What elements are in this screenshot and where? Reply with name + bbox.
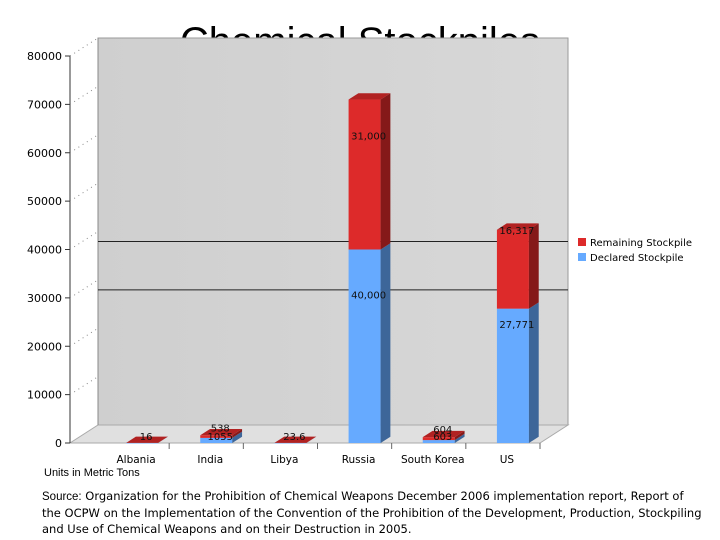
- bar-declared-side: [158, 436, 168, 443]
- bar-declared-india: [200, 437, 233, 443]
- bar-declared-us: [496, 308, 529, 443]
- y-tick-label: 50000: [27, 195, 62, 208]
- bar-remaining-side: [528, 223, 539, 309]
- bar-declared-russia: [348, 249, 381, 443]
- bar-top-face: [274, 436, 317, 443]
- bar-top-face: [200, 428, 243, 436]
- bar-declared-side: [306, 436, 317, 443]
- data-label-remaining: 31,000: [351, 132, 386, 143]
- y-tick-connector: [69, 327, 99, 347]
- y-tick-label: 80000: [27, 50, 62, 63]
- bar-declared-side: [528, 302, 539, 443]
- legend-entry: Remaining Stockpile: [590, 238, 692, 249]
- y-tick-connector: [69, 182, 99, 202]
- x-tick-label: South Korea: [401, 454, 465, 466]
- data-label-declared: 40,000: [351, 290, 386, 301]
- bar-remaining-side: [454, 430, 465, 441]
- bar-remaining-russia: [348, 99, 381, 250]
- y-tick-label: 10000: [27, 389, 62, 402]
- bar-declared-side: [380, 243, 391, 443]
- chemical-stockpiles-chart: Chemical Stockpiles 01000020000300004000…: [27, 20, 692, 479]
- x-tick-label: Libya: [270, 454, 298, 466]
- x-tick-label: Russia: [342, 454, 376, 466]
- y-tick-connector: [69, 134, 99, 154]
- legend-entry: Declared Stockpile: [590, 253, 684, 264]
- bar-remaining-us: [496, 229, 529, 309]
- x-tick-label: Albania: [116, 454, 155, 466]
- bar-declared-side: [232, 431, 243, 443]
- bar-top-face: [126, 436, 168, 443]
- data-label-remaining: 604: [433, 425, 452, 436]
- bar-declared-south-korea: [422, 440, 455, 443]
- units-note: Units in Metric Tons: [44, 467, 140, 479]
- bar-remaining-side: [380, 93, 391, 250]
- legend-swatch: [578, 238, 586, 246]
- data-label-remaining: 16,317: [499, 226, 534, 237]
- data-label-declared: 27,771: [499, 320, 534, 331]
- bar-remaining-south-korea: [422, 437, 455, 441]
- x-tick-label: India: [197, 454, 223, 466]
- y-tick-label: 70000: [27, 98, 62, 111]
- bar-top-face: [348, 93, 391, 100]
- data-label-declared: 1055: [208, 432, 233, 443]
- plot-area: 0 10000 20000 30000 40000 50000 60000 70000 8000…: [27, 37, 692, 466]
- data-label-declared: 16: [140, 432, 153, 443]
- data-label-declared: 23.6: [283, 432, 305, 443]
- data-label-declared: 603: [433, 432, 452, 443]
- source-label: Source:: [42, 491, 82, 503]
- bar-declared-libya: [274, 442, 307, 444]
- y-tick-connector: [69, 279, 99, 299]
- y-tick-connector: [69, 376, 99, 396]
- y-tick-connector: [69, 37, 99, 57]
- y-tick-label: 60000: [27, 147, 62, 160]
- y-tick-connector: [69, 231, 99, 250]
- y-tick-connector: [69, 85, 99, 105]
- x-tick-label: US: [500, 454, 515, 466]
- bar-top-face: [496, 223, 539, 230]
- bar-declared-side: [454, 433, 465, 443]
- bar-remaining-side: [232, 428, 243, 438]
- bar-remaining-india: [200, 435, 233, 438]
- y-tick-label: 20000: [27, 340, 62, 353]
- y-tick-label: 30000: [27, 292, 62, 305]
- legend-swatch: [578, 253, 586, 261]
- bar-declared-albania: [126, 442, 159, 444]
- data-label-remaining: 538: [211, 423, 230, 434]
- y-tick-label: 0: [55, 437, 62, 450]
- source-note: Source: Organization for the Prohibition…: [42, 488, 702, 537]
- y-tick-label: 40000: [27, 244, 62, 257]
- bar-top-face: [422, 430, 465, 438]
- source-text: Organization for the Prohibition of Chem…: [42, 489, 702, 536]
